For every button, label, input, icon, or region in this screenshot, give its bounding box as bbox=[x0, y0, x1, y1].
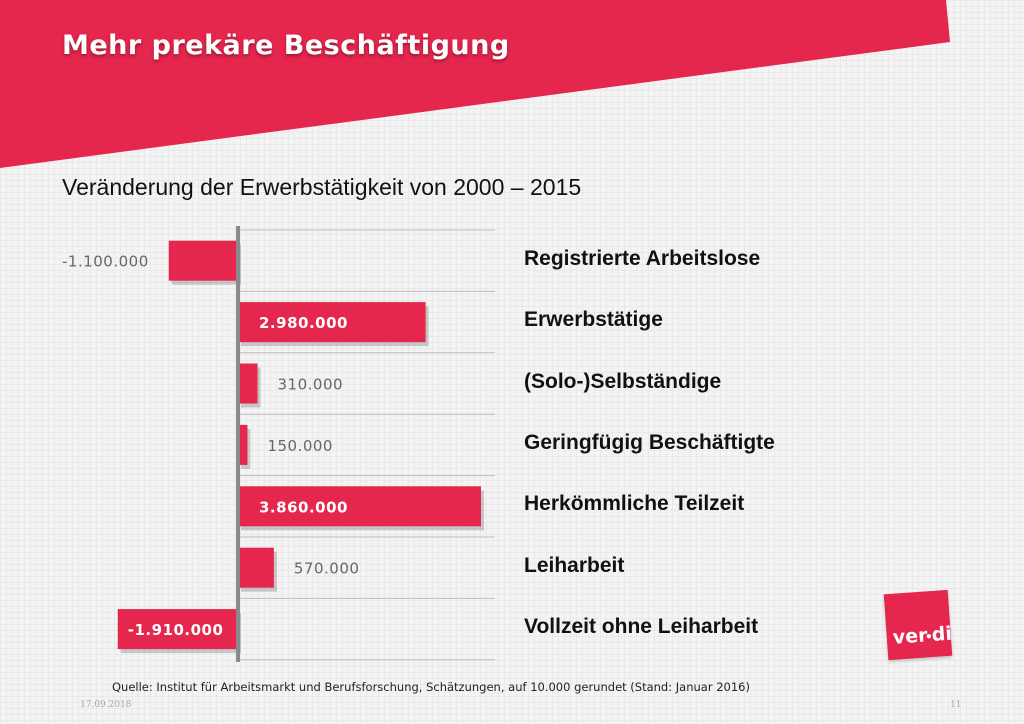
value-label: 3.860.000 bbox=[259, 498, 348, 516]
banner-shape bbox=[0, 0, 950, 168]
value-label: 150.000 bbox=[267, 437, 333, 455]
page-number: 11 bbox=[950, 700, 962, 710]
value-label: 570.000 bbox=[294, 560, 360, 578]
svg-text:di: di bbox=[931, 623, 952, 646]
bar-3 bbox=[238, 363, 258, 404]
category-label: Registrierte Arbeitslose bbox=[524, 246, 761, 270]
bar-2 bbox=[238, 302, 426, 343]
category-label: Geringfügig Beschäftigte bbox=[524, 430, 775, 454]
value-label: -1.910.000 bbox=[128, 621, 224, 639]
bar-1 bbox=[168, 240, 238, 281]
category-label: Herkömmliche Teilzeit bbox=[524, 492, 745, 516]
footer-date: 17.09.2018 bbox=[80, 700, 132, 710]
chart-subtitle: Veränderung der Erwerbstätigkeit von 200… bbox=[62, 174, 582, 200]
category-label: Erwerbstätige bbox=[524, 308, 663, 332]
bar-7 bbox=[117, 609, 238, 650]
source-note: Quelle: Institut für Arbeitsmarkt und Be… bbox=[112, 680, 750, 694]
verdi-logo: ver di bbox=[883, 589, 953, 661]
value-label: -1.100.000 bbox=[62, 253, 149, 271]
value-label: 2.980.000 bbox=[259, 314, 348, 332]
bar-6 bbox=[238, 547, 274, 588]
bar-4 bbox=[238, 424, 248, 465]
page-title: Mehr prekäre Beschäftigung bbox=[62, 30, 510, 61]
value-label: 310.000 bbox=[278, 376, 344, 394]
svg-text:ver: ver bbox=[892, 624, 929, 648]
verdi-logo-icon: ver di bbox=[892, 623, 952, 649]
category-label: Vollzeit ohne Leiharbeit bbox=[524, 615, 759, 639]
category-label: (Solo-)Selbständige bbox=[524, 369, 722, 393]
category-label: Leiharbeit bbox=[524, 553, 625, 577]
title-banner bbox=[0, 0, 950, 168]
bar-5 bbox=[238, 486, 481, 527]
